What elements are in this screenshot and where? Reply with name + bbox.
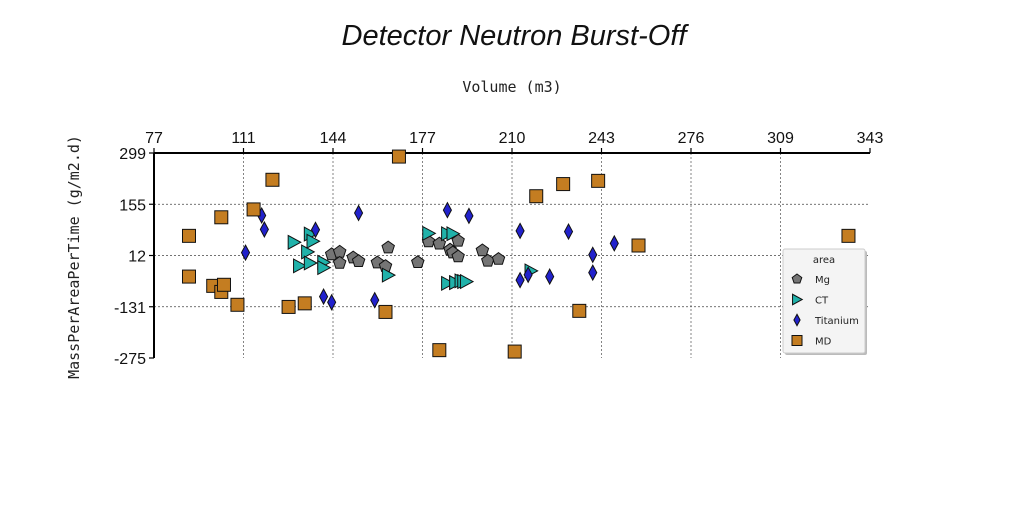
point-titanium bbox=[259, 220, 269, 238]
point-ct bbox=[441, 275, 456, 292]
legend-title: area bbox=[813, 255, 835, 266]
point-mg bbox=[381, 240, 395, 254]
x-axis-label: Volume (m3) bbox=[462, 78, 561, 96]
legend-marker-md bbox=[791, 335, 803, 346]
legend-label-titanium: Titanium bbox=[814, 316, 859, 327]
legend-label-mg: Mg bbox=[815, 275, 830, 286]
point-ct bbox=[422, 225, 437, 242]
point-md bbox=[265, 172, 280, 187]
point-ct bbox=[303, 255, 318, 271]
point-md bbox=[297, 296, 312, 311]
point-mg bbox=[332, 255, 347, 269]
legend-label-md: MD bbox=[815, 337, 832, 348]
point-md bbox=[432, 343, 447, 358]
legend-marker-titanium bbox=[793, 313, 801, 327]
y-tick-label: 12 bbox=[128, 249, 146, 266]
point-md bbox=[631, 238, 646, 253]
point-titanium bbox=[327, 293, 337, 311]
grid-layer bbox=[154, 153, 870, 358]
point-mg bbox=[451, 233, 465, 247]
point-md bbox=[181, 269, 196, 284]
point-md bbox=[281, 299, 296, 314]
point-md bbox=[378, 304, 393, 319]
x-tick-label: 144 bbox=[320, 130, 347, 147]
point-md bbox=[246, 202, 261, 217]
point-ct bbox=[381, 267, 397, 283]
point-mg bbox=[351, 254, 366, 267]
legend-label-ct: CT bbox=[815, 296, 829, 307]
point-titanium bbox=[310, 221, 321, 239]
point-ct bbox=[306, 233, 321, 249]
y-tick-label: 299 bbox=[119, 146, 146, 163]
x-tick-label: 309 bbox=[767, 130, 794, 147]
x-tick-label: 77 bbox=[145, 130, 163, 147]
point-mg bbox=[332, 244, 347, 258]
legend: area Mg CT Titanium MD bbox=[782, 248, 867, 355]
point-ct bbox=[287, 234, 302, 250]
point-titanium bbox=[240, 244, 251, 262]
x-tick-label: 243 bbox=[588, 130, 615, 147]
point-md bbox=[556, 177, 571, 192]
point-titanium bbox=[515, 222, 525, 240]
point-titanium bbox=[588, 264, 598, 282]
point-ct bbox=[301, 244, 316, 260]
x-tick-label: 343 bbox=[857, 130, 884, 147]
point-titanium bbox=[523, 266, 533, 284]
y-tick-label: 155 bbox=[119, 197, 146, 214]
point-titanium bbox=[588, 246, 598, 264]
point-md bbox=[507, 344, 522, 359]
point-titanium bbox=[563, 223, 574, 241]
point-titanium bbox=[545, 268, 555, 286]
point-md bbox=[216, 277, 231, 292]
point-mg bbox=[451, 249, 465, 263]
point-ct bbox=[317, 259, 332, 276]
point-titanium bbox=[515, 271, 525, 289]
x-tick-label: 177 bbox=[409, 130, 436, 147]
point-titanium bbox=[464, 207, 474, 225]
point-mg bbox=[491, 251, 506, 265]
point-md bbox=[841, 228, 856, 243]
legend-box bbox=[782, 248, 866, 354]
point-md bbox=[181, 228, 196, 243]
y-axis-label: MassPerAreaPerTime (g/m2.d) bbox=[65, 135, 83, 379]
point-md bbox=[572, 303, 587, 318]
point-titanium bbox=[609, 234, 619, 252]
point-titanium bbox=[370, 291, 380, 309]
point-mg bbox=[475, 243, 490, 257]
point-md bbox=[214, 210, 229, 225]
point-ct bbox=[446, 226, 461, 242]
point-md bbox=[391, 149, 406, 164]
y-tick-label: -275 bbox=[114, 351, 146, 368]
point-md bbox=[230, 297, 245, 312]
point-ct bbox=[293, 258, 308, 274]
x-tick-label: 210 bbox=[499, 130, 526, 147]
x-tick-label: 276 bbox=[678, 130, 705, 147]
point-titanium bbox=[442, 201, 452, 219]
point-titanium bbox=[353, 204, 364, 222]
point-ct bbox=[459, 273, 475, 290]
ticks-layer: 77 111 144 177 210 243 276 309 343 299 155 12 -131 -2… bbox=[114, 130, 883, 368]
point-md bbox=[529, 189, 544, 204]
legend-marker-mg bbox=[791, 273, 803, 284]
points-layer bbox=[181, 149, 856, 359]
point-titanium bbox=[318, 288, 329, 306]
point-mg bbox=[411, 255, 425, 268]
x-tick-label: 111 bbox=[231, 130, 255, 147]
chart-title: Detector Neutron Burst-Off bbox=[342, 20, 690, 52]
legend-marker-ct bbox=[792, 293, 804, 306]
y-tick-label: -131 bbox=[114, 300, 146, 317]
point-md bbox=[591, 173, 606, 188]
